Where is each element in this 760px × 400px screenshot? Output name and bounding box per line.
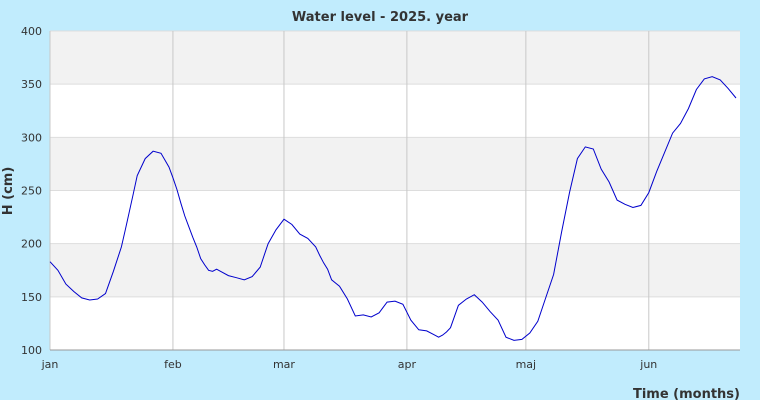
x-tick-labels: jan feb mar apr maj jun (41, 358, 658, 371)
y-tick-label: 200 (21, 238, 42, 251)
grid-band (50, 31, 740, 85)
x-tick-label: apr (398, 358, 417, 371)
series-line-group (49, 76, 737, 341)
grid-band (50, 137, 740, 191)
grid-band (50, 243, 740, 297)
y-tick-label: 100 (21, 344, 42, 357)
y-tick-label: 350 (21, 78, 42, 91)
grid (49, 30, 740, 351)
y-tick-label: 300 (21, 131, 42, 144)
series-line (49, 76, 737, 341)
x-tick-label: feb (164, 358, 182, 371)
y-tick-label: 250 (21, 185, 42, 198)
x-axis-label: Time (months) (633, 387, 740, 400)
x-tick-label: mar (273, 358, 295, 371)
y-tick-label: 150 (21, 291, 42, 304)
y-tick-label: 400 (21, 25, 42, 38)
chart-title: Water level - 2025. year (292, 10, 469, 25)
y-axis-label: H (cm) (1, 167, 16, 216)
x-tick-label: maj (516, 358, 537, 371)
y-tick-labels: 100 150 200 250 300 350 400 (21, 25, 42, 357)
x-tick-label: jan (41, 358, 59, 371)
x-tick-label: jun (639, 358, 657, 371)
